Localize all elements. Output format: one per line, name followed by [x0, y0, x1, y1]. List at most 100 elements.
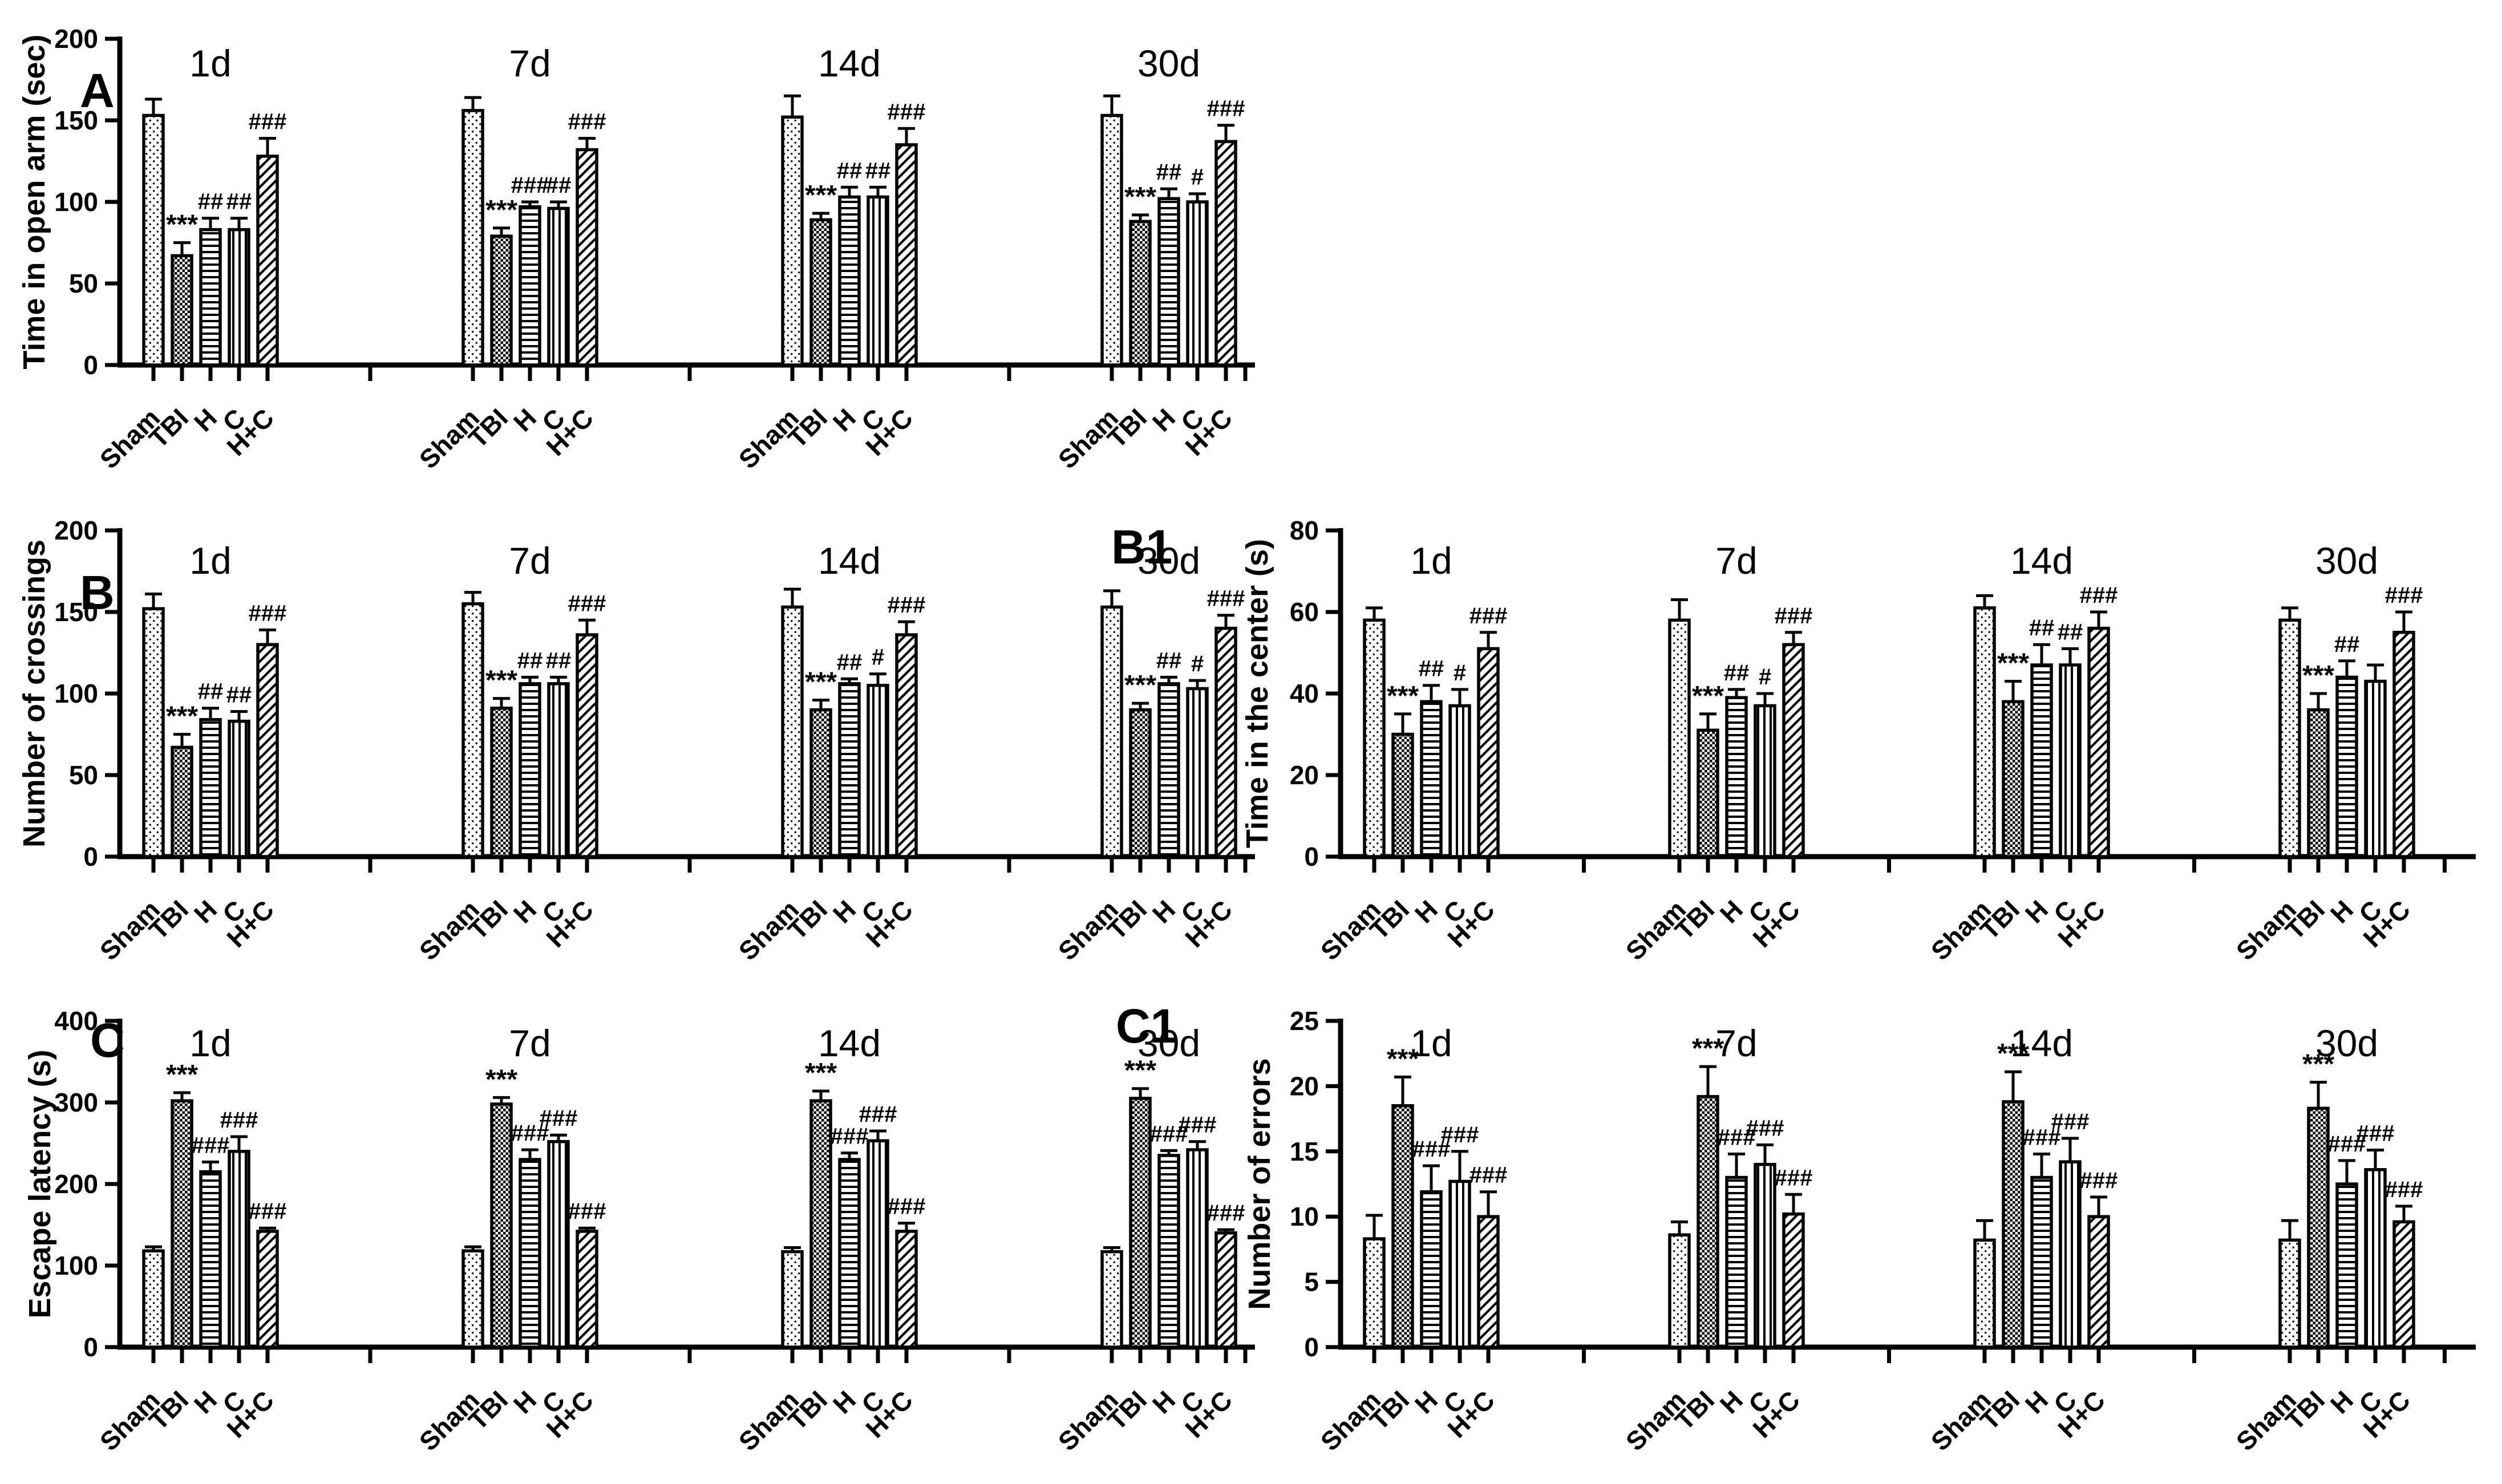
- bar-H+C: [1782, 643, 1805, 858]
- x-tick-label-H: H: [1409, 894, 1443, 928]
- bar-H: [838, 1158, 861, 1349]
- bar-TBI: [1391, 1104, 1414, 1349]
- bar-Sham: [1100, 113, 1123, 367]
- bar-H: [2030, 663, 2053, 858]
- significance-annotation: ##: [865, 158, 891, 183]
- y-tick-label: 25: [1290, 1006, 1319, 1036]
- y-tick-label: 20: [1290, 1071, 1319, 1101]
- y-tick-label: 200: [54, 516, 98, 545]
- significance-annotation: ###: [511, 1121, 549, 1146]
- bar-H: [199, 718, 222, 858]
- bar-Sham: [142, 607, 165, 858]
- significance-annotation: ###: [2385, 583, 2423, 608]
- y-tick-label: 400: [54, 1006, 98, 1036]
- significance-annotation: ###: [1469, 603, 1508, 629]
- significance-annotation: ###: [1150, 1121, 1188, 1146]
- y-tick-label: 150: [54, 597, 98, 627]
- significance-annotation: ***: [1997, 1039, 2029, 1069]
- significance-annotation: ###: [888, 593, 926, 618]
- bar-C: [1186, 1148, 1209, 1349]
- bar-H+C: [1477, 647, 1500, 858]
- x-tick-label-H: H: [188, 894, 222, 928]
- significance-annotation: ###: [568, 591, 606, 616]
- significance-annotation: ###: [1775, 603, 1813, 629]
- y-tick-label: 0: [83, 842, 98, 871]
- significance-annotation: ###: [2080, 1168, 2118, 1193]
- bar-H+C: [895, 633, 918, 858]
- significance-annotation: ###: [1207, 96, 1245, 121]
- bar-H: [199, 228, 222, 367]
- bar-H: [519, 205, 541, 367]
- significance-annotation: ###: [1746, 1116, 1784, 1141]
- panel-label-B1: B1: [1111, 520, 1172, 574]
- bar-H+C: [1477, 1215, 1500, 1349]
- timepoint-title: 30d: [1137, 42, 1200, 84]
- x-tick-label-H: H: [827, 403, 861, 437]
- timepoint-title: 30d: [1137, 1022, 1200, 1064]
- significance-annotation: ##: [2029, 615, 2055, 640]
- bar-TBI: [809, 218, 832, 367]
- y-tick-label: 5: [1304, 1267, 1319, 1297]
- bar-C: [1754, 704, 1776, 858]
- bar-H: [1157, 682, 1180, 858]
- significance-annotation: ###: [888, 99, 926, 124]
- significance-annotation: #: [872, 645, 884, 670]
- significance-annotation: ###: [2385, 1177, 2423, 1202]
- bar-H+C: [1214, 140, 1237, 367]
- x-tick-label-H: H: [1409, 1385, 1443, 1419]
- significance-annotation: ###: [540, 1106, 578, 1131]
- significance-annotation: ##: [1156, 160, 1182, 185]
- bar-Sham: [2278, 1238, 2301, 1349]
- x-tick-label-H: H: [1714, 1385, 1748, 1419]
- significance-annotation: ***: [1692, 681, 1724, 711]
- x-tick-label-H: H: [508, 894, 542, 928]
- bar-C: [547, 1140, 570, 1349]
- y-tick-label: 15: [1290, 1137, 1319, 1166]
- x-tick-label-H: H: [188, 403, 222, 437]
- timepoint-title: 7d: [509, 42, 550, 84]
- significance-annotation: ##: [837, 650, 863, 675]
- bar-H: [838, 682, 861, 858]
- significance-annotation: ###: [2051, 1109, 2090, 1134]
- bar-H+C: [576, 633, 598, 858]
- timepoint-title: 7d: [1715, 1022, 1757, 1064]
- bar-H: [838, 195, 861, 367]
- bar-Sham: [1973, 1238, 1996, 1349]
- significance-annotation: ###: [2357, 1121, 2395, 1146]
- timepoint-title: 30d: [2315, 540, 2378, 582]
- y-tick-label: 50: [69, 760, 98, 790]
- significance-annotation: ##: [198, 189, 224, 214]
- significance-annotation: ###: [1412, 1137, 1451, 1162]
- y-tick-label: 100: [54, 679, 98, 708]
- bar-Sham: [781, 605, 804, 858]
- bar-Sham: [142, 1249, 165, 1349]
- bar-TBI: [1391, 732, 1414, 858]
- significance-annotation: ***: [1387, 681, 1419, 711]
- y-tick-label: 0: [1304, 1332, 1319, 1362]
- bar-H: [1420, 700, 1443, 858]
- bar-H+C: [576, 148, 598, 367]
- timepoint-title: 14d: [818, 42, 881, 84]
- bar-H+C: [2087, 1215, 2110, 1349]
- bar-TBI: [1129, 708, 1152, 858]
- timepoint-title: 14d: [2010, 540, 2073, 582]
- significance-annotation: ###: [1469, 1163, 1508, 1188]
- significance-annotation: ***: [805, 667, 837, 697]
- significance-annotation: ##: [1724, 660, 1750, 686]
- x-tick-label-H: H: [827, 1385, 861, 1419]
- significance-annotation: ***: [1124, 182, 1156, 212]
- significance-annotation: #: [1454, 660, 1466, 686]
- bar-Sham: [1363, 1237, 1386, 1349]
- significance-annotation: ##: [226, 682, 252, 707]
- significance-annotation: ***: [485, 666, 517, 696]
- significance-annotation: ***: [485, 1064, 517, 1094]
- bar-C: [228, 1150, 250, 1349]
- bar-H: [1725, 1175, 1748, 1349]
- bar-H: [2335, 1182, 2358, 1349]
- y-axis-title: Escape latency (s): [23, 1049, 57, 1318]
- bar-C: [867, 683, 889, 858]
- significance-annotation: ***: [485, 195, 517, 225]
- bar-C: [1186, 200, 1209, 367]
- significance-annotation: ###: [2023, 1125, 2061, 1150]
